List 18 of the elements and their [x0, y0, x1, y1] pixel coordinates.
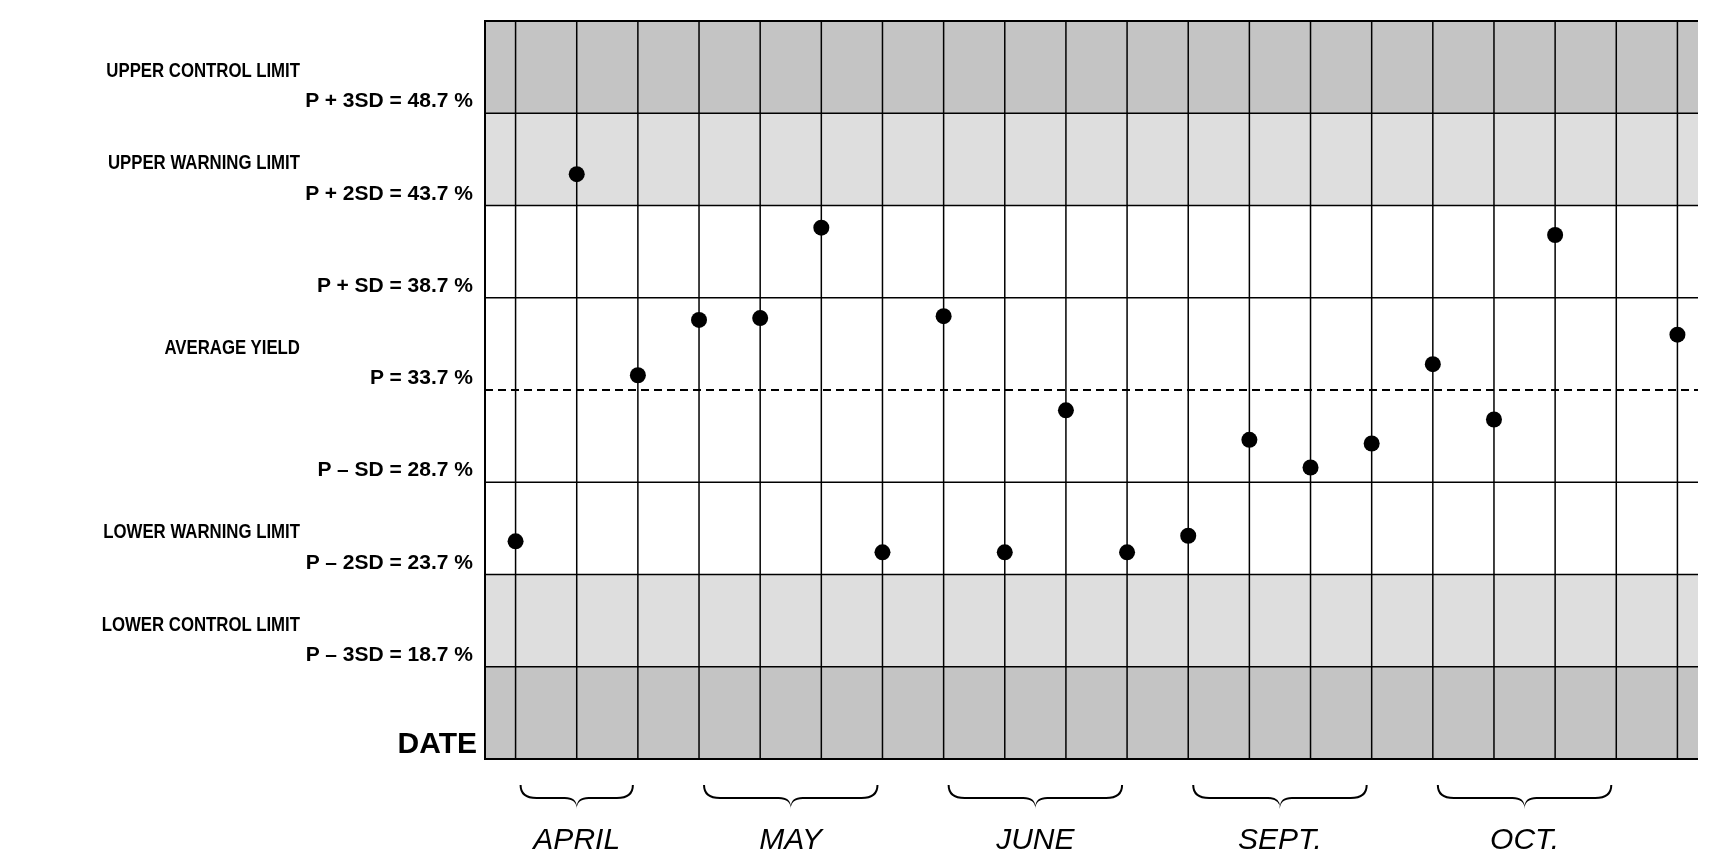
y-tick-label: P + SD = 38.7 %	[316, 272, 474, 296]
text: SEPT.	[1237, 822, 1322, 855]
y-tick-label: P = 33.7 %	[370, 365, 474, 388]
x-axis-title: DATE	[397, 726, 477, 759]
text: UPPER CONTROL LIMIT	[106, 58, 301, 82]
y-tick-label: P + 3SD = 48.7 %	[305, 88, 474, 112]
text: LOWER CONTROL LIMIT	[101, 611, 301, 636]
y-tick-label: P + 2SD = 43.7 %	[305, 180, 474, 204]
y-tick-label: P – SD = 28.7 %	[317, 457, 474, 481]
text: MAY	[759, 822, 825, 855]
y-tick-label: P – 2SD = 23.7 %	[305, 549, 474, 573]
text: LOWER WARNING LIMIT	[103, 519, 301, 543]
ref-line-label: AVERAGE YIELD	[164, 335, 300, 359]
text: JUNE	[995, 822, 1076, 855]
text: UPPER WARNING LIMIT	[107, 150, 301, 174]
text: OCT.	[1490, 822, 1559, 855]
y-tick-label: P – 3SD = 18.7 %	[305, 641, 474, 665]
text: APRIL	[531, 822, 621, 855]
